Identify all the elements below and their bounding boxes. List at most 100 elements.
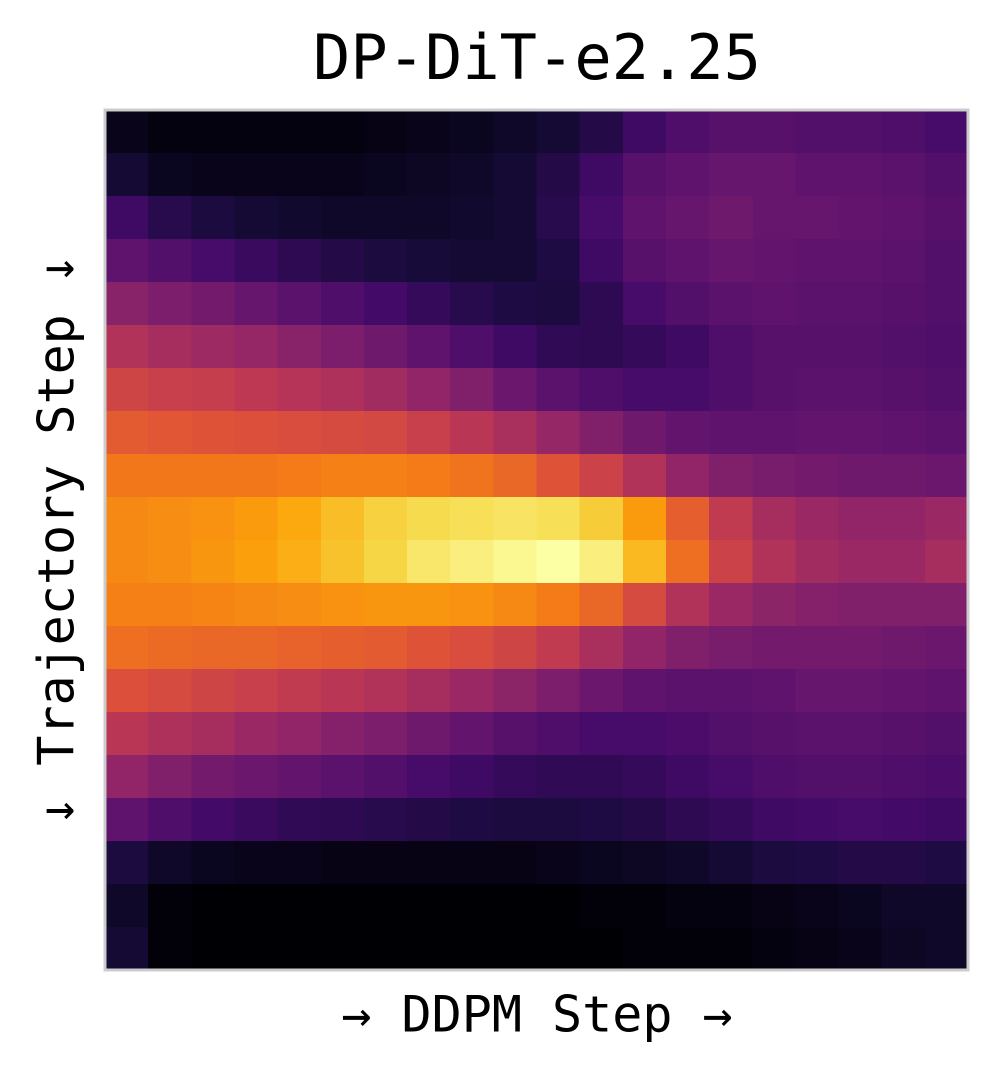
heatmap-cell — [148, 755, 192, 799]
heatmap-cell — [363, 669, 408, 713]
heatmap-cell — [536, 841, 581, 885]
heatmap-cell — [536, 927, 581, 971]
heatmap-cell — [665, 884, 710, 928]
heatmap-cell — [752, 368, 796, 412]
heatmap-cell — [234, 626, 279, 670]
heatmap-cell — [363, 153, 408, 197]
heatmap-cell — [579, 583, 624, 627]
heatmap-cell — [622, 884, 667, 928]
heatmap-cell — [838, 669, 883, 713]
heatmap-cell — [148, 282, 192, 326]
heatmap-cell — [795, 669, 840, 713]
heatmap-cell — [234, 755, 279, 799]
heatmap-cell — [320, 712, 365, 756]
heatmap-cell — [881, 841, 926, 885]
heatmap-cell — [493, 884, 538, 928]
heatmap-cell — [838, 583, 883, 627]
heatmap-cell — [838, 927, 883, 971]
heatmap-cell — [191, 239, 236, 283]
heatmap-cell — [191, 110, 236, 154]
heatmap-cell — [665, 196, 710, 240]
heatmap-cell — [665, 282, 710, 326]
heatmap-cell — [795, 841, 840, 885]
heatmap-cell — [277, 325, 322, 369]
heatmap-cell — [752, 325, 796, 369]
heatmap-cell — [795, 368, 840, 412]
heatmap-cell — [493, 325, 538, 369]
heatmap-cell — [709, 454, 753, 498]
heatmap-cell — [320, 626, 365, 670]
heatmap-cell — [363, 884, 408, 928]
heatmap-cell — [320, 454, 365, 498]
heatmap-cell — [234, 153, 279, 197]
heatmap-cell — [105, 368, 149, 412]
heatmap-cell — [363, 110, 408, 154]
heatmap-cell — [752, 884, 796, 928]
heatmap-cell — [665, 927, 710, 971]
heatmap-cell — [924, 282, 969, 326]
heatmap-cell — [795, 927, 840, 971]
heatmap-cell — [191, 712, 236, 756]
heatmap-cell — [622, 798, 667, 842]
heatmap-cell — [795, 282, 840, 326]
heatmap-cell — [105, 196, 149, 240]
heatmap-cell — [277, 798, 322, 842]
heatmap-cell — [752, 411, 796, 455]
heatmap-cell — [148, 497, 192, 541]
heatmap-cell — [148, 110, 192, 154]
heatmap-cell — [536, 110, 581, 154]
heatmap-cell — [622, 626, 667, 670]
heatmap-cell — [234, 927, 279, 971]
heatmap-cell — [407, 153, 451, 197]
heatmap-cell — [191, 884, 236, 928]
heatmap-cell — [234, 841, 279, 885]
heatmap-cell — [709, 841, 753, 885]
heatmap-cell — [579, 497, 624, 541]
heatmap-cell — [752, 282, 796, 326]
heatmap-cell — [450, 712, 494, 756]
heatmap-cell — [795, 755, 840, 799]
heatmap-cell — [536, 282, 581, 326]
heatmap-cell — [924, 755, 969, 799]
heatmap-cell — [924, 411, 969, 455]
heatmap-cell — [363, 411, 408, 455]
heatmap-cell — [105, 755, 149, 799]
heatmap-cell — [709, 884, 753, 928]
plot-frame — [103, 108, 970, 972]
heatmap-cell — [536, 411, 581, 455]
heatmap-cell — [838, 454, 883, 498]
heatmap-cell — [709, 239, 753, 283]
heatmap-cell — [665, 153, 710, 197]
heatmap-cell — [191, 411, 236, 455]
heatmap-cell — [709, 540, 753, 584]
heatmap-cell — [536, 626, 581, 670]
heatmap-cell — [579, 798, 624, 842]
heatmap-cell — [407, 798, 451, 842]
heatmap-cell — [579, 841, 624, 885]
heatmap-cell — [579, 282, 624, 326]
heatmap-cell — [320, 669, 365, 713]
heatmap-cell — [838, 282, 883, 326]
heatmap-cell — [105, 626, 149, 670]
heatmap-cell — [277, 110, 322, 154]
heatmap-cell — [709, 626, 753, 670]
heatmap-cell — [148, 841, 192, 885]
heatmap-cell — [795, 454, 840, 498]
heatmap-cell — [881, 669, 926, 713]
heatmap-cell — [881, 454, 926, 498]
heatmap-cell — [493, 153, 538, 197]
heatmap-cell — [234, 712, 279, 756]
heatmap-cell — [752, 927, 796, 971]
heatmap-cell — [277, 841, 322, 885]
heatmap-cell — [450, 454, 494, 498]
heatmap-cell — [795, 798, 840, 842]
heatmap-cell — [234, 239, 279, 283]
heatmap-cell — [363, 540, 408, 584]
heatmap-cell — [622, 239, 667, 283]
heatmap-cell — [105, 669, 149, 713]
heatmap-cell — [881, 755, 926, 799]
heatmap-cell — [450, 755, 494, 799]
heatmap-cell — [924, 540, 969, 584]
heatmap-cell — [277, 884, 322, 928]
heatmap-cell — [450, 626, 494, 670]
